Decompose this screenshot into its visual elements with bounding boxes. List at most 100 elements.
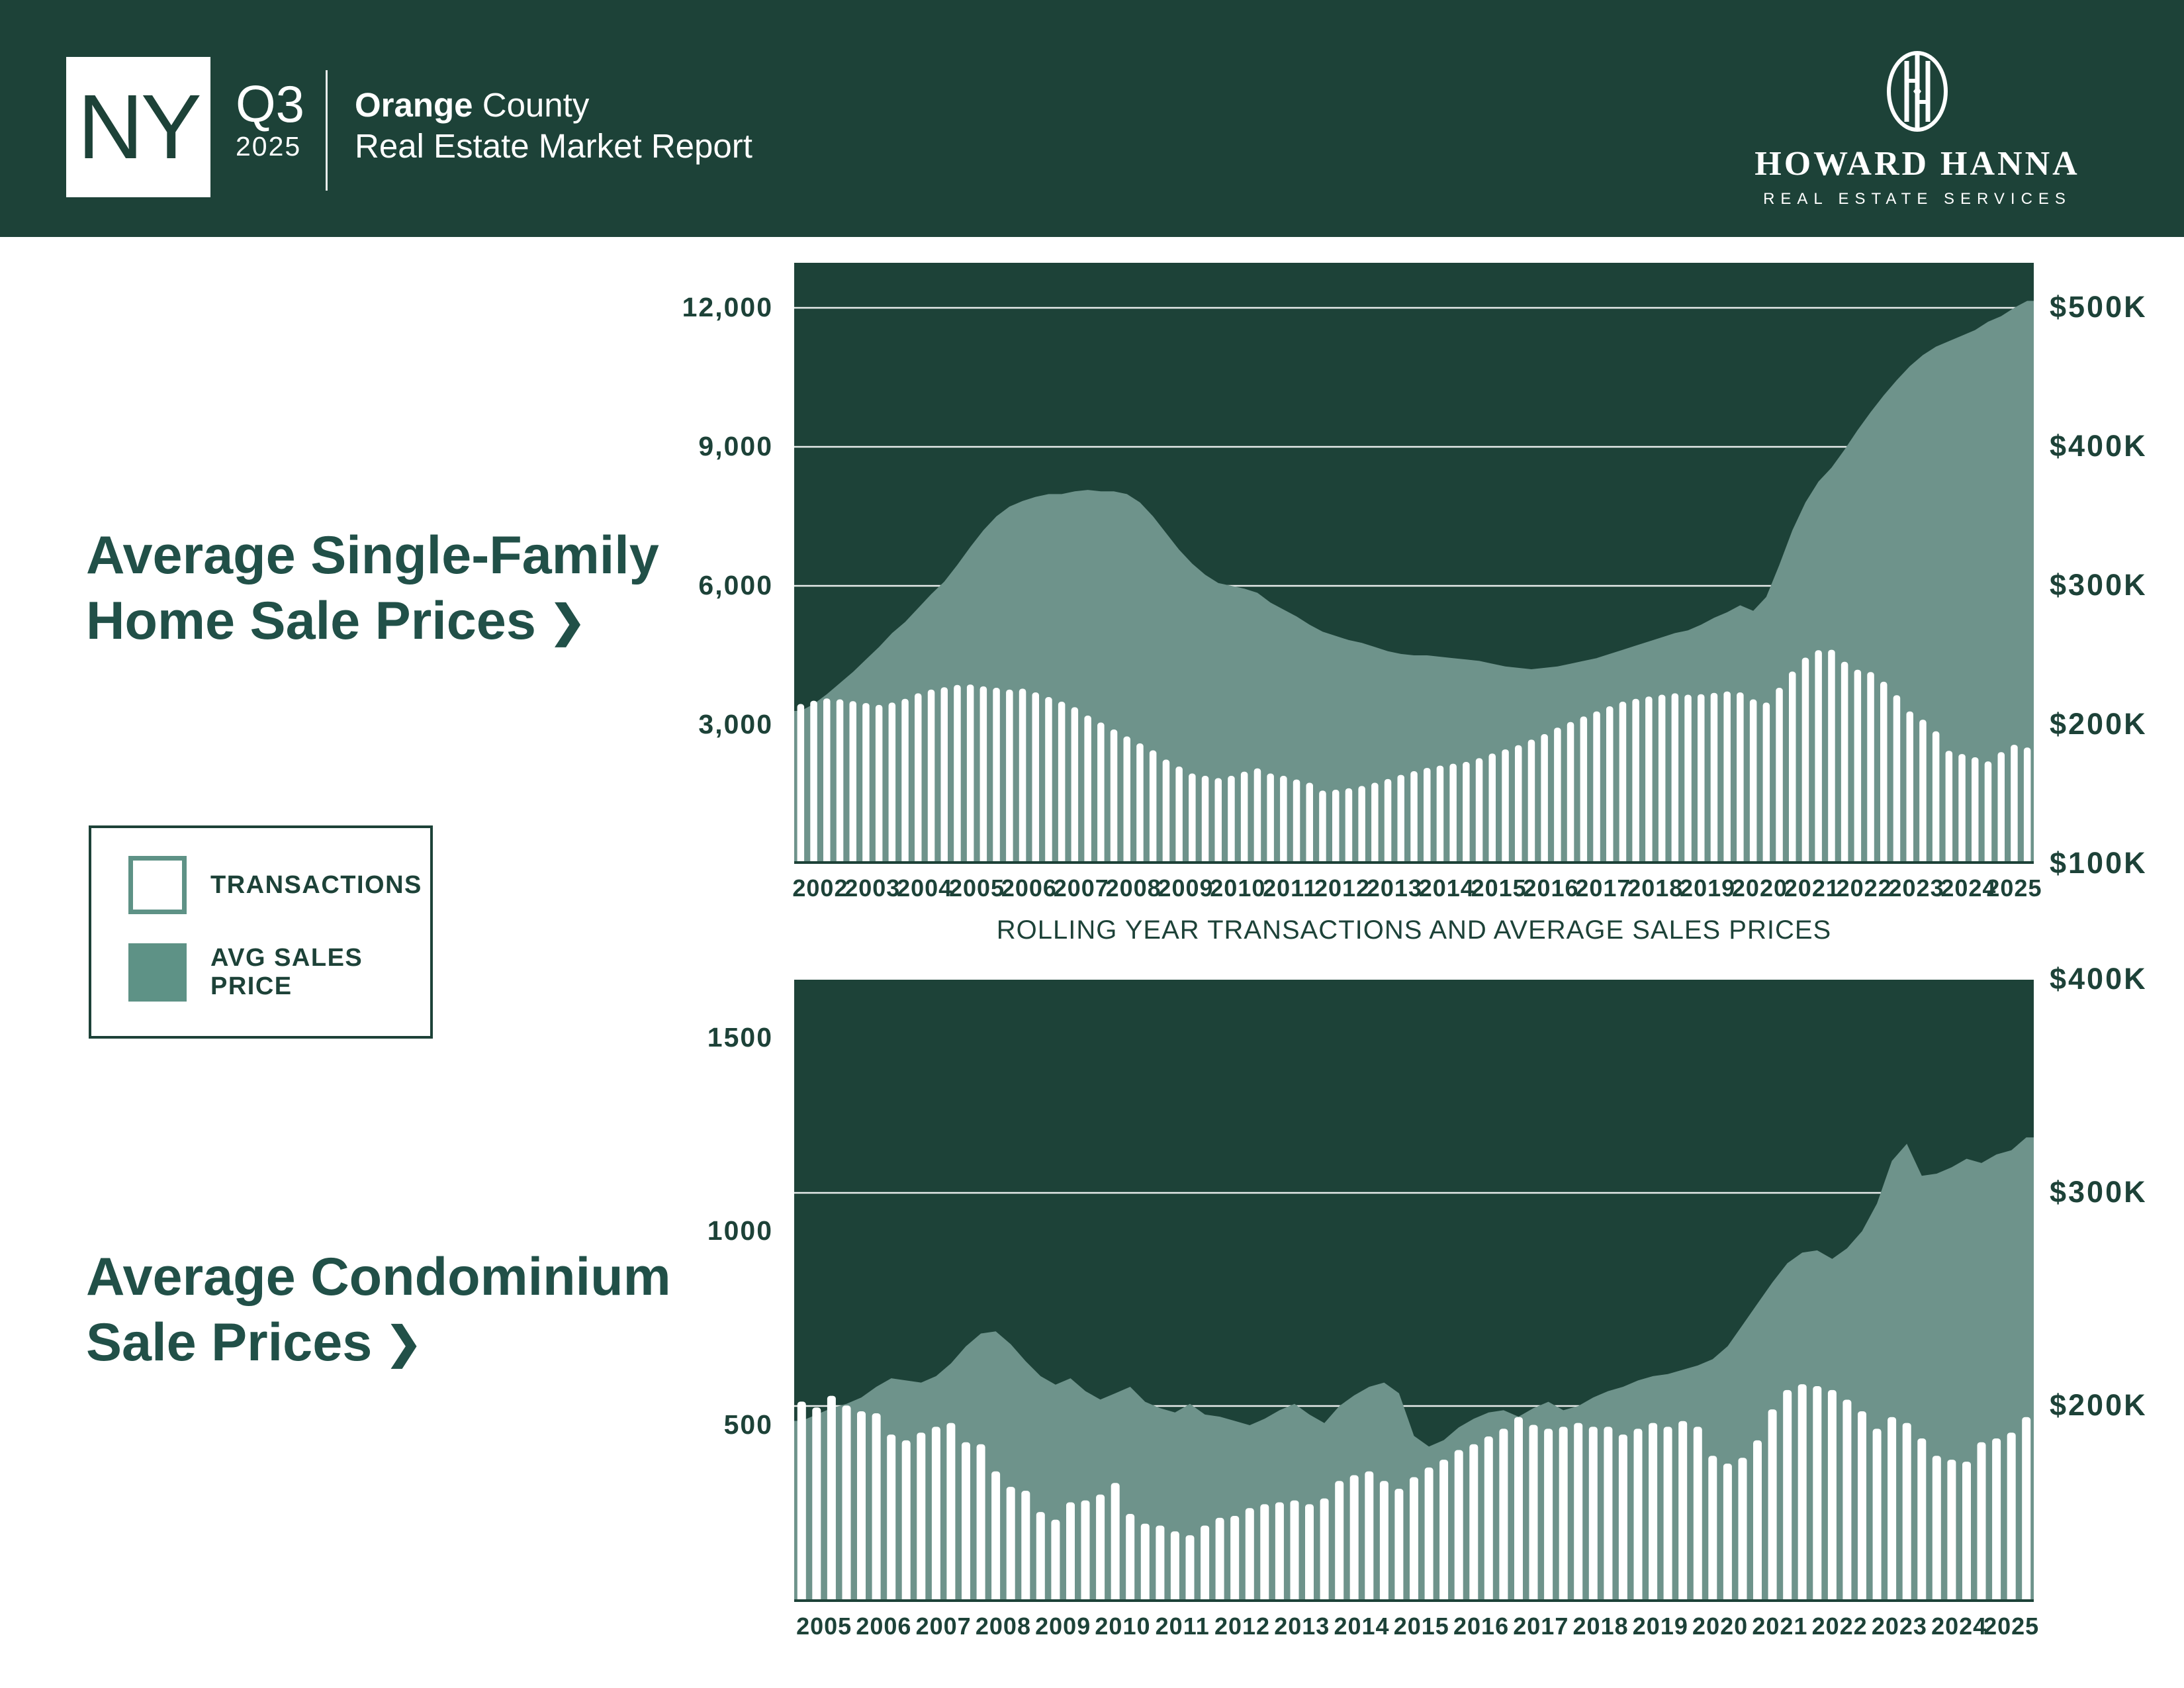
x-axis-year-label: 2015: [1471, 874, 1527, 902]
transaction-bar: [1992, 1438, 2001, 1602]
x-axis-year-label: 2008: [1105, 874, 1161, 902]
x-axis-year-label: 2019: [1680, 874, 1736, 902]
transaction-bar: [1515, 745, 1522, 864]
transaction-bar: [1110, 729, 1118, 864]
x-axis-year-label: 2025: [1983, 1613, 2040, 1640]
x-axis-year-label: 2020: [1692, 1613, 1749, 1640]
transaction-bar: [1306, 782, 1313, 864]
x-axis-year-label: 2007: [1053, 874, 1109, 902]
x-axis-year-label: 2005: [948, 874, 1005, 902]
transaction-bar: [1693, 1427, 1702, 1602]
transaction-bar: [1544, 1429, 1553, 1602]
x-axis-year-label: 2004: [897, 874, 953, 902]
report-title-line1: Orange County: [355, 86, 590, 124]
price-axis-label: $300K: [2050, 568, 2148, 602]
transaction-bar: [1710, 692, 1718, 864]
transaction-bar: [1801, 657, 1809, 864]
transaction-bar: [1618, 1434, 1627, 1602]
transaction-bar: [1499, 1429, 1508, 1602]
transaction-bar: [1066, 1502, 1075, 1602]
transaction-bar: [1260, 1504, 1269, 1602]
transaction-bar: [2023, 747, 2031, 864]
transaction-bar: [1888, 1417, 1897, 1602]
transaction-bar: [1527, 739, 1535, 864]
transaction-bar: [1424, 1467, 1433, 1602]
transaction-bar: [962, 1442, 970, 1602]
howard-hanna-logo: HOWARD HANNA REAL ESTATE SERVICES: [1741, 46, 2094, 209]
transaction-bar: [2011, 745, 2018, 864]
transactions-axis-label: 1500: [707, 1021, 773, 1053]
state-label: NY: [77, 75, 202, 178]
transaction-bar: [1228, 776, 1235, 864]
transaction-bar: [1170, 1531, 1179, 1602]
transaction-bar: [1319, 790, 1326, 864]
transaction-bar: [1708, 1456, 1717, 1602]
transaction-bar: [1084, 716, 1091, 864]
transaction-bar: [1678, 1421, 1688, 1602]
transaction-bar: [1290, 1500, 1299, 1602]
transaction-bar: [993, 688, 1000, 864]
transaction-bar: [812, 1407, 821, 1602]
transaction-bar: [1349, 1475, 1359, 1602]
transaction-bar: [1019, 688, 1026, 864]
transaction-bar: [901, 1440, 911, 1602]
transaction-bar: [1111, 1483, 1120, 1602]
condominium-chart: [794, 980, 2034, 1602]
transaction-bar: [1737, 692, 1744, 864]
transaction-bar: [1463, 762, 1470, 864]
transaction-bar: [1410, 1477, 1418, 1602]
transaction-bar: [915, 693, 922, 864]
x-axis-year-label: 2024: [1940, 874, 1997, 902]
transaction-bar: [1776, 688, 1783, 864]
transaction-bar: [1469, 1444, 1479, 1602]
transaction-bar: [1345, 788, 1353, 864]
x-axis-year-label: 2025: [1986, 874, 2042, 902]
transactions-axis-label: 6,000: [698, 570, 773, 600]
transaction-bar: [979, 686, 987, 864]
transaction-bar: [1872, 1429, 1882, 1602]
transaction-bar: [1036, 1512, 1045, 1602]
price-axis-label: $100K: [2050, 846, 2148, 880]
transaction-bar: [887, 1434, 896, 1602]
x-axis-year-label: 2014: [1334, 1613, 1390, 1640]
transaction-bar: [849, 701, 856, 864]
transaction-bar: [1045, 697, 1052, 864]
x-axis-year-label: 2013: [1366, 874, 1422, 902]
transaction-bar: [1554, 727, 1561, 864]
transaction-bar: [1813, 1386, 1822, 1602]
chart-legend: TRANSACTIONS AVG SALES PRICE: [89, 825, 433, 1039]
x-axis-year-label: 2016: [1453, 1613, 1510, 1640]
transaction-bar: [1567, 722, 1574, 864]
x-axis-year-label: 2010: [1095, 1613, 1151, 1640]
chevron-right-icon: ❯: [549, 596, 586, 645]
transaction-bar: [1893, 695, 1901, 864]
transaction-bar: [1394, 1489, 1404, 1602]
transaction-bar: [1397, 774, 1404, 864]
x-axis-year-label: 2021: [1752, 1613, 1808, 1640]
transaction-bar: [1684, 694, 1692, 864]
transaction-bar: [1123, 736, 1130, 864]
transaction-bar: [1858, 1411, 1866, 1602]
transaction-bar: [1021, 1491, 1030, 1602]
transaction-bar: [872, 1413, 881, 1602]
transaction-bar: [976, 1444, 985, 1602]
transaction-bar: [1175, 767, 1183, 864]
transaction-bar: [1753, 1440, 1762, 1602]
transaction-bar: [1305, 1504, 1314, 1602]
transaction-bar: [1671, 693, 1679, 864]
transaction-bar: [1162, 759, 1170, 864]
x-axis-year-label: 2020: [1731, 874, 1788, 902]
transaction-bar: [1902, 1423, 1911, 1602]
transaction-bar: [1214, 778, 1222, 864]
transaction-bar: [1997, 752, 2005, 864]
transaction-bar: [1149, 750, 1157, 864]
transaction-bar: [1140, 1523, 1150, 1602]
transaction-bar: [1454, 1450, 1463, 1602]
transaction-bar: [927, 689, 935, 864]
x-axis-year-label: 2011: [1263, 874, 1318, 902]
transaction-bar: [1071, 707, 1079, 864]
transaction-bar: [1439, 1460, 1449, 1602]
transaction-bar: [888, 702, 896, 864]
transaction-bar: [966, 684, 974, 864]
